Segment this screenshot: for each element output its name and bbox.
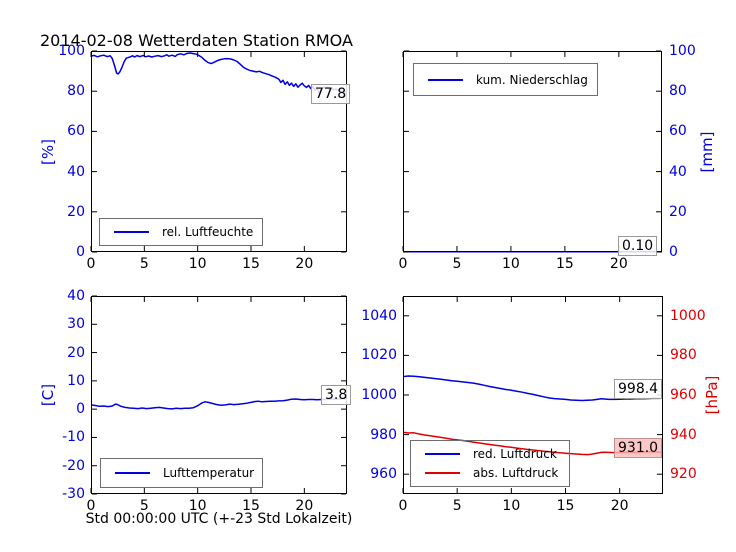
luftdruck-line [402,375,664,402]
humidity-axis-label: [%] [39,139,57,165]
reduced-pressure-value-annotation: 998.4 [614,379,663,399]
x-tick-label: 15 [555,256,574,272]
rel-luftfeuchte-line [90,52,348,97]
plot-frame [403,51,662,252]
y-tick-label: 100 [669,43,696,59]
luftdruck-canvas [402,296,664,494]
y-tick-label: 1020 [361,347,397,364]
y-tick-label: 980 [370,426,397,443]
y-tick-label: 20 [67,203,85,220]
y-tick-label: 1000 [670,307,706,324]
legend-entry: Lufttemperatur [115,466,262,480]
legend-label: kum. Niederschlag [476,72,588,87]
legend-label: Lufttemperatur [163,466,255,480]
y-tick-label: 60 [67,123,85,140]
precipitation-value-annotation: 0.10 [618,236,658,256]
y-tick-label: 980 [670,347,697,364]
legend-label: red. Luftdruck [473,446,557,461]
y-tick-label: 0 [76,401,85,418]
x-tick-label: 0 [86,498,96,514]
pressure-plot: 0 5 10 15 20 960 980 1000 1020 1040 920 940 960 980 10… [361,296,706,514]
y-tick-label: 1040 [361,307,397,324]
x-tick-label: 15 [242,256,260,272]
y-tick-label: 30 [67,316,85,333]
precipitation-plot: 0 5 10 15 20 0 20 40 60 80 100 [399,43,696,272]
humidity-legend: rel. Luftfeuchte [99,218,263,246]
x-tick-label: 5 [452,256,462,272]
y-tick-label: -30 [62,486,85,502]
legend-label: abs. Luftdruck [473,466,559,481]
temperature-axis-label: [C] [39,383,57,407]
y-tick-label: 0 [76,244,85,260]
y-tick-label: 40 [67,288,85,304]
temperature-legend: Lufttemperatur [100,458,263,488]
x-tick-label: 10 [188,256,207,272]
blue-line-swatch [428,78,463,81]
pressure-legend: red. Luftdruck abs. Luftdruck [410,440,570,487]
y-tick-label: 100 [58,43,85,59]
x-tick-label: 5 [452,498,462,514]
precipitation-legend: kum. Niederschlag [413,63,598,96]
y-tick-label: 10 [67,372,85,389]
y-tick-label: -10 [62,429,85,446]
pressure-axis-label: [hPa] [703,375,721,415]
y-tick-label: 1000 [361,387,397,403]
humidity-plot: 0 5 10 15 20 0 20 40 60 80 100 [58,43,348,272]
lufttemperatur-line [90,397,348,410]
legend-entry: rel. Luftfeuchte [114,225,262,239]
y-tick-label: 940 [670,426,697,443]
x-tick-label: 0 [398,498,408,514]
x-tick-label: 15 [556,498,575,514]
y-tick-label: 920 [670,466,697,483]
precipitation-axis-label: [mm] [698,131,716,173]
y-tick-label: 60 [669,123,687,140]
x-tick-label: 15 [242,498,260,514]
figure-title: 2014-02-08 Wetterdaten Station RMOA [40,31,353,50]
blue-line-swatch [114,231,149,233]
y-tick-label: 20 [67,344,85,361]
x-tick-label: 20 [295,256,314,272]
x-tick-label: 10 [188,498,207,514]
y-tick-label: 80 [669,83,687,100]
absolute-pressure-value-annotation: 931.0 [614,438,663,458]
y-tick-label: 960 [370,466,397,483]
legend-label: rel. Luftfeuchte [162,225,254,239]
temperature-plot: 0 5 10 15 20 -30 -20 -10 0 10 20 30 40 [62,288,348,514]
x-tick-label: 0 [398,256,408,272]
x-tick-label: 10 [501,256,520,272]
red-line-swatch [425,472,460,475]
y-tick-label: 40 [67,163,85,180]
legend-entry: abs. Luftdruck [425,466,569,480]
x-axis-label: Std 00:00:00 UTC (+-23 Std Lokalzeit) [85,511,353,527]
humidity-value-annotation: 77.8 [311,84,351,104]
y-tick-label: -20 [62,457,85,474]
x-tick-label: 20 [609,256,628,272]
plot-frame [91,51,347,252]
x-tick-label: 20 [295,498,314,514]
blue-line-swatch [425,452,460,455]
x-tick-label: 5 [139,256,149,272]
x-tick-label: 20 [610,498,629,514]
blue-line-swatch [115,472,150,474]
x-tick-label: 5 [139,498,149,514]
y-tick-label: 80 [67,83,85,100]
x-tick-label: 0 [86,256,96,272]
y-tick-label: 40 [669,163,687,180]
legend-entry: kum. Niederschlag [428,73,597,87]
y-tick-label: 0 [669,244,678,260]
temperature-value-annotation: 3.8 [321,385,352,405]
y-tick-label: 20 [669,203,687,220]
legend-entry: red. Luftdruck [425,447,569,461]
x-tick-label: 10 [502,498,521,514]
plot-frame [403,296,663,494]
y-tick-label: 960 [670,387,697,403]
